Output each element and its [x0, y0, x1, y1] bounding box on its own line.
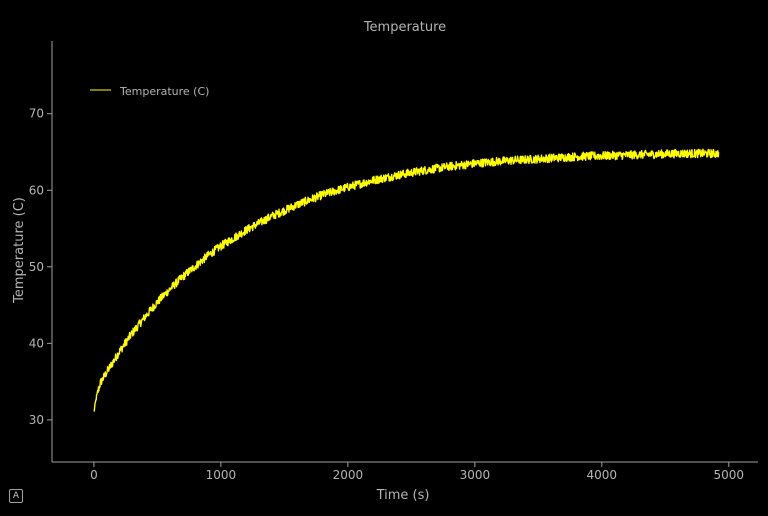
chart-title: Temperature	[363, 20, 446, 35]
x-tick-label: 0	[90, 468, 98, 482]
auto-range-button[interactable]: A	[9, 489, 23, 503]
legend[interactable]: Temperature (C)	[90, 85, 209, 98]
y-axis-label: Temperature (C)	[12, 197, 27, 304]
series-line-temperature	[93, 148, 720, 412]
x-tick-label: 5000	[714, 468, 745, 482]
x-tick-label: 2000	[333, 468, 364, 482]
y-tick-label: 40	[29, 336, 44, 350]
x-tick-label: 1000	[206, 468, 237, 482]
legend-label: Temperature (C)	[119, 85, 209, 98]
x-tick-label: 4000	[587, 468, 618, 482]
y-tick-label: 70	[29, 107, 44, 121]
y-tick-label: 30	[29, 413, 44, 427]
y-tick-label: 50	[29, 260, 44, 274]
series-layer	[93, 148, 720, 412]
axes: 0 1000 2000 3000 4000 5000 30 40 50 60 70	[29, 41, 758, 482]
x-axis-label: Time (s)	[376, 488, 430, 503]
y-tick-label: 60	[29, 183, 44, 197]
x-tick-label: 3000	[460, 468, 491, 482]
